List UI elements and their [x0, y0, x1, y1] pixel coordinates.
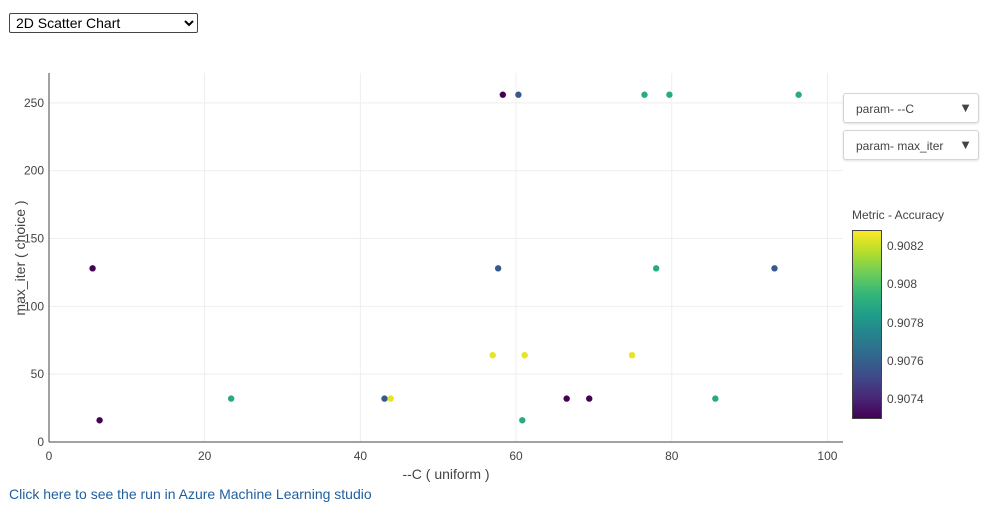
azure-ml-studio-link[interactable]: Click here to see the run in Azure Machi… [9, 486, 372, 502]
x-param-dropdown[interactable]: param- --C ▼ [843, 93, 979, 123]
caret-down-icon: ▼ [959, 137, 972, 152]
scatter-point[interactable] [96, 417, 103, 424]
scatter-point[interactable] [771, 265, 778, 272]
colorbar [852, 230, 882, 419]
y-axis-title: max_iter ( choice ) [12, 200, 28, 315]
caret-down-icon: ▼ [959, 100, 972, 115]
colorbar-tick-label: 0.9076 [887, 353, 924, 368]
x-tick-label: 100 [817, 449, 837, 463]
chart-type-select[interactable]: 2D Scatter Chart [9, 13, 198, 33]
colorbar-title: Metric - Accuracy [852, 208, 945, 222]
x-tick-label: 0 [46, 449, 53, 463]
scatter-point[interactable] [795, 91, 802, 98]
y-param-dropdown[interactable]: param- max_iter ▼ [843, 130, 979, 160]
scatter-point[interactable] [563, 395, 570, 402]
scatter-point[interactable] [521, 351, 528, 359]
scatter-point[interactable] [641, 91, 648, 98]
scatter-point[interactable] [494, 265, 502, 272]
scatter-point[interactable] [628, 351, 636, 359]
scatter-point[interactable] [499, 91, 507, 98]
scatter-point[interactable] [652, 265, 660, 272]
grid [49, 73, 843, 442]
y-tick-label: 100 [24, 299, 44, 313]
scatter-point[interactable] [666, 91, 673, 98]
x-axis-title: --C ( uniform ) [402, 466, 489, 482]
scatter-point[interactable] [381, 395, 388, 402]
y-tick-label: 150 [24, 232, 44, 246]
scatter-plot: 0 20 40 60 80 100 0 50 100 150 200 250 --C ( unifor… [12, 73, 843, 482]
y-param-label: param- max_iter [856, 139, 944, 153]
scatter-point[interactable] [586, 395, 593, 402]
y-tick-label: 250 [24, 96, 44, 110]
y-tick-label: 0 [37, 435, 44, 449]
x-tick-label: 60 [509, 449, 523, 463]
colorbar-tick-label: 0.9082 [887, 239, 924, 254]
colorbar-tick-label: 0.9078 [887, 315, 924, 330]
x-param-label: param- --C [856, 102, 915, 116]
x-tick-label: 20 [198, 449, 212, 463]
scatter-point[interactable] [89, 265, 96, 272]
scatter-point[interactable] [515, 91, 522, 98]
data-points [89, 91, 802, 424]
scatter-point[interactable] [519, 417, 526, 424]
x-tick-label: 80 [665, 449, 679, 463]
colorbar-tick-label: 0.908 [887, 277, 918, 292]
scatter-point[interactable] [387, 395, 394, 402]
scatter-point[interactable] [712, 395, 719, 402]
axes [48, 73, 843, 443]
y-tick-label: 200 [24, 164, 44, 178]
y-tick-label: 50 [31, 367, 45, 381]
scatter-point[interactable] [227, 395, 235, 402]
scatter-point[interactable] [489, 351, 496, 359]
colorbar-tick-label: 0.9074 [887, 392, 924, 407]
x-tick-label: 40 [354, 449, 368, 463]
tick-labels: 0 20 40 60 80 100 0 50 100 150 200 250 [24, 96, 838, 463]
